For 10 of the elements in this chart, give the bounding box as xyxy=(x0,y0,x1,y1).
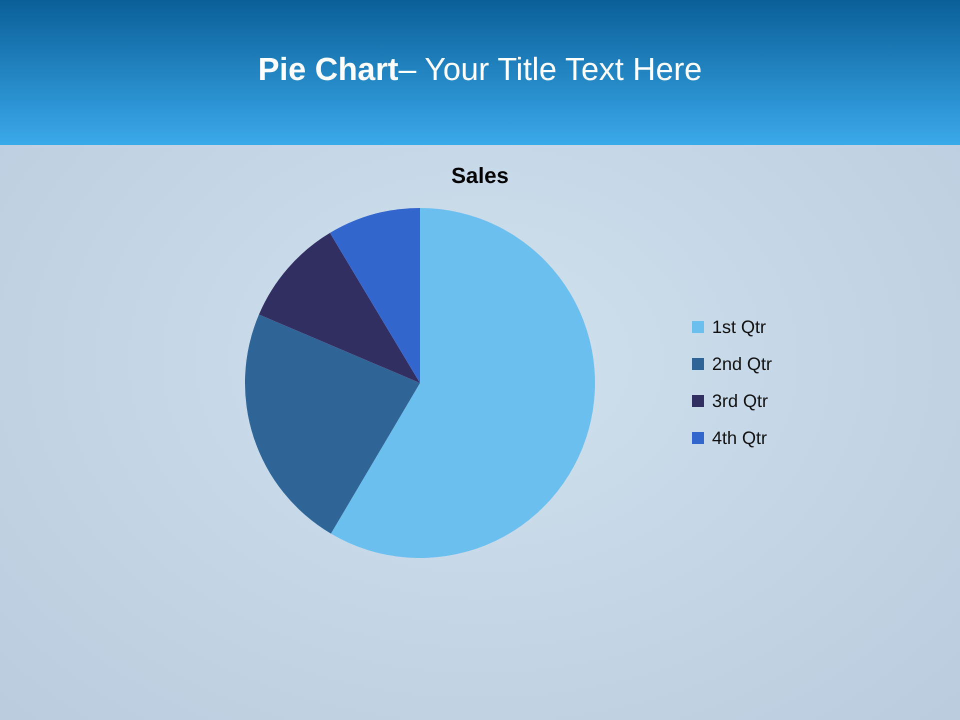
legend-label: 1st Qtr xyxy=(712,317,766,337)
chart-title: Pie Chart– Your Title Text Here xyxy=(258,51,702,87)
pie-slice xyxy=(330,208,595,558)
legend-label: 4th Qtr xyxy=(712,428,768,448)
legend-label: 3rd Qtr xyxy=(712,391,768,411)
pie-slice xyxy=(245,314,420,534)
pie-slice xyxy=(258,232,420,383)
legend-label: 2nd Qtr xyxy=(712,354,772,374)
chart-subtitle: Sales xyxy=(451,163,509,188)
pie-slice xyxy=(330,208,420,383)
